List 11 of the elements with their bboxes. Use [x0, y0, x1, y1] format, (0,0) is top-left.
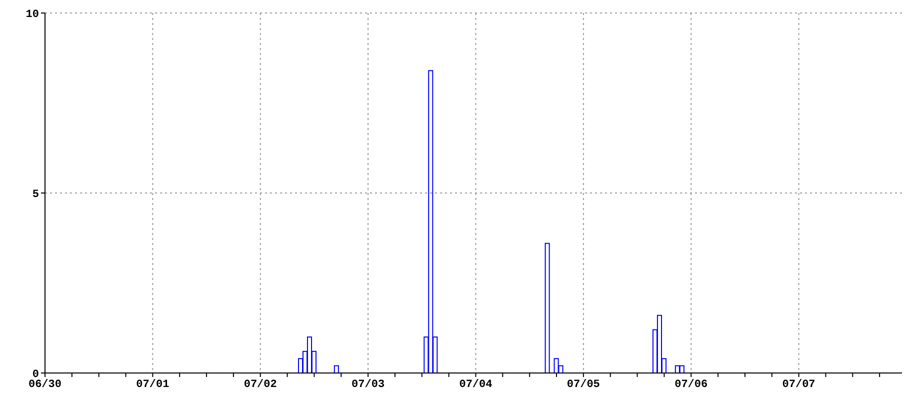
y-tick-label: 0 [32, 368, 39, 381]
x-tick-label: 07/02 [244, 378, 277, 391]
y-tick-label: 5 [32, 188, 40, 201]
x-tick-label: 07/05 [566, 378, 600, 391]
x-tick-label: 07/01 [136, 378, 170, 391]
y-tick-label: 10 [26, 8, 39, 21]
x-tick-label: 07/06 [674, 378, 708, 391]
x-tick-label: 07/03 [352, 378, 385, 391]
x-tick-label: 06/30 [28, 378, 62, 391]
x-tick-label: 07/04 [459, 378, 493, 391]
x-tick-label: 07/07 [782, 378, 816, 391]
